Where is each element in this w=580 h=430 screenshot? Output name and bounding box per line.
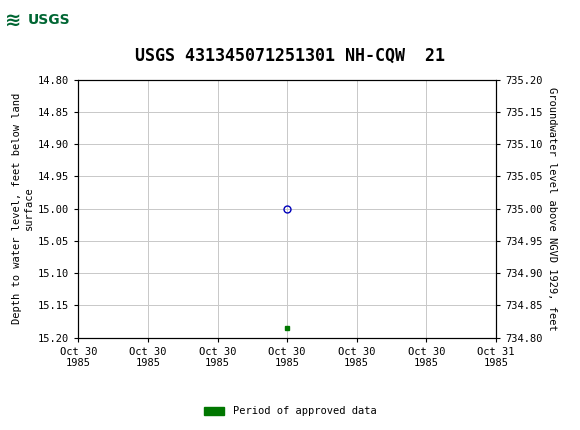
Bar bbox=[3, 3, 67, 37]
Text: USGS: USGS bbox=[28, 13, 70, 28]
Text: ≋: ≋ bbox=[5, 11, 21, 30]
Y-axis label: Depth to water level, feet below land
surface: Depth to water level, feet below land su… bbox=[12, 93, 34, 324]
Legend: Period of approved data: Period of approved data bbox=[200, 402, 380, 421]
Text: USGS 431345071251301 NH-CQW  21: USGS 431345071251301 NH-CQW 21 bbox=[135, 46, 445, 64]
Y-axis label: Groundwater level above NGVD 1929, feet: Groundwater level above NGVD 1929, feet bbox=[546, 87, 557, 330]
